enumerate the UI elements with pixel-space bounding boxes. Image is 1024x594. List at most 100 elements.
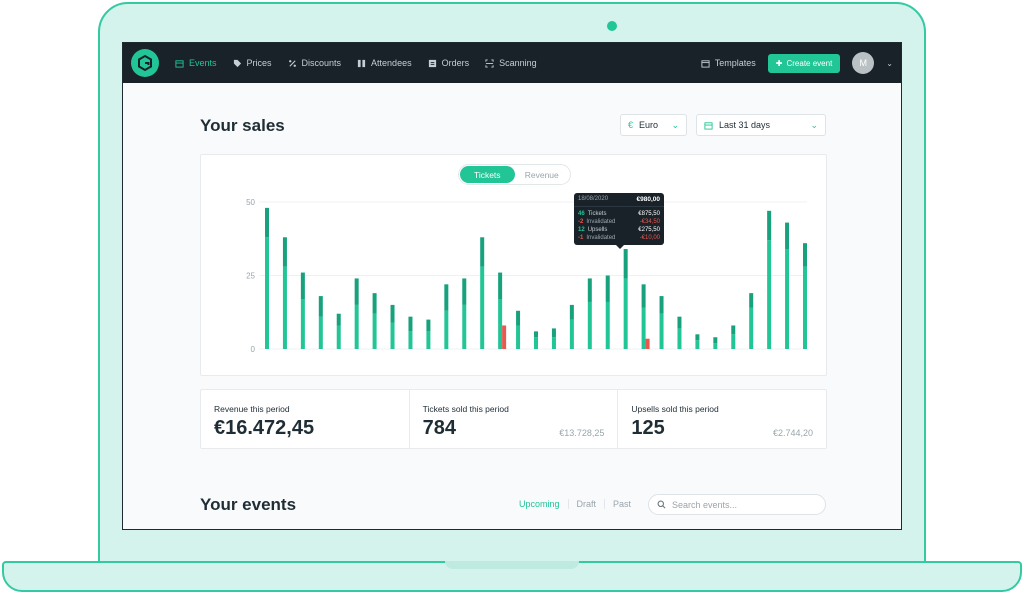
bar-upsells[interactable] (767, 210, 772, 241)
bar-upsells[interactable] (534, 331, 538, 338)
bar-tickets[interactable] (803, 266, 807, 349)
nav-item-orders[interactable]: Orders (428, 58, 470, 68)
templates-link[interactable]: Templates (701, 58, 756, 68)
bar-tickets[interactable] (767, 240, 772, 349)
bar-tickets[interactable] (480, 266, 485, 349)
bar-tickets[interactable] (641, 307, 646, 349)
date-range-select[interactable]: Last 31 days ⌄ (696, 114, 826, 136)
nav-item-prices[interactable]: Prices (233, 58, 272, 68)
search-input[interactable]: Search events... (648, 494, 826, 515)
bar-tickets[interactable] (498, 299, 503, 349)
bar-upsells[interactable] (659, 296, 664, 314)
currency-value: Euro (639, 120, 659, 130)
stat-sub: €2.744,20 (772, 428, 814, 438)
bar-tickets[interactable] (713, 343, 718, 349)
bar-tickets[interactable] (677, 328, 682, 349)
create-event-button[interactable]: ✚ Create event (767, 53, 841, 73)
bar-tickets[interactable] (390, 322, 395, 349)
filter-past[interactable]: Past (613, 499, 632, 509)
bar-upsells[interactable] (623, 249, 628, 279)
bar-tickets[interactable] (587, 301, 592, 349)
bar-tickets[interactable] (534, 337, 538, 349)
bar-tickets[interactable] (408, 331, 413, 349)
bar-upsells[interactable] (731, 325, 736, 335)
bar-upsells[interactable] (587, 278, 592, 302)
bar-upsells[interactable] (300, 272, 305, 300)
bar-tickets[interactable] (336, 325, 341, 349)
bar-tickets[interactable] (731, 334, 736, 349)
bar-tickets[interactable] (785, 249, 790, 349)
nav-item-attendees[interactable]: Attendees (357, 58, 412, 68)
bar-tickets[interactable] (659, 313, 664, 349)
bar-tickets[interactable] (569, 319, 574, 349)
chart-tooltip: 18/08/2020 €980,00 46 Tickets €875,50 -2 I… (574, 193, 664, 249)
filter-upcoming[interactable]: Upcoming (519, 499, 569, 509)
events-title: Your events (200, 495, 297, 514)
bar-invalidated[interactable] (645, 338, 650, 349)
bar-tickets[interactable] (354, 304, 359, 349)
currency-select[interactable]: € Euro ⌄ (620, 114, 687, 136)
percent-icon (288, 59, 296, 67)
bar-upsells[interactable] (265, 207, 269, 238)
bar-upsells[interactable] (516, 310, 521, 326)
bar-tickets[interactable] (300, 299, 305, 349)
bar-tickets[interactable] (551, 337, 556, 349)
avatar[interactable]: M (852, 52, 875, 74)
bar-upsells[interactable] (282, 237, 287, 267)
bar-upsells[interactable] (480, 237, 485, 267)
sales-chart-card: 0 25 50 Tickets Revenue 18/08/2020 €980,00… (200, 154, 827, 376)
tooltip-count: -2 (578, 219, 584, 225)
chevron-down-icon[interactable]: ⌄ (886, 58, 893, 68)
brand-logo[interactable] (131, 49, 159, 77)
bar-tickets[interactable] (605, 301, 610, 349)
filter-draft[interactable]: Draft (569, 499, 606, 509)
bar-upsells[interactable] (390, 304, 395, 323)
bar-tickets[interactable] (623, 278, 628, 349)
bar-upsells[interactable] (318, 296, 323, 317)
plus-icon: ✚ (775, 58, 783, 68)
bar-tickets[interactable] (372, 313, 377, 349)
laptop-notch (445, 561, 579, 569)
bar-upsells[interactable] (354, 278, 359, 305)
bar-tickets[interactable] (265, 237, 269, 349)
nav-item-label: Events (189, 58, 217, 68)
tooltip-header: 18/08/2020 €980,00 (574, 193, 664, 207)
bar-upsells[interactable] (462, 278, 467, 305)
nav-item-label: Orders (441, 58, 470, 68)
nav-item-discounts[interactable]: Discounts (288, 58, 341, 68)
bar-upsells[interactable] (695, 334, 700, 341)
nav-menu: Events Prices Discounts Attendees Orders… (175, 43, 537, 83)
bar-upsells[interactable] (641, 284, 646, 308)
y-tick-label: 25 (246, 272, 255, 281)
bar-tickets[interactable] (695, 340, 700, 349)
nav-item-scanning[interactable]: Scanning (485, 58, 537, 68)
tooltip-row: 12 Upsells €275,50 (574, 226, 664, 234)
nav-item-label: Prices (246, 58, 272, 68)
bar-tickets[interactable] (426, 331, 431, 349)
bar-upsells[interactable] (677, 316, 682, 329)
bar-upsells[interactable] (713, 337, 718, 344)
bar-upsells[interactable] (551, 328, 556, 338)
bar-upsells[interactable] (426, 319, 431, 332)
bar-tickets[interactable] (444, 310, 449, 349)
bar-upsells[interactable] (408, 316, 413, 332)
nav-item-events[interactable]: Events (175, 58, 217, 68)
bar-tickets[interactable] (282, 266, 287, 349)
bar-tickets[interactable] (462, 304, 467, 349)
bar-upsells[interactable] (749, 293, 754, 308)
bar-upsells[interactable] (498, 272, 503, 300)
toggle-revenue[interactable]: Revenue (524, 169, 559, 180)
bar-upsells[interactable] (569, 304, 574, 320)
bar-invalidated[interactable] (502, 325, 507, 349)
bar-upsells[interactable] (785, 222, 790, 250)
toggle-tickets[interactable]: Tickets (460, 166, 515, 183)
bar-tickets[interactable] (749, 307, 754, 349)
bar-tickets[interactable] (318, 316, 323, 349)
top-navbar: Events Prices Discounts Attendees Orders… (123, 43, 901, 83)
bar-upsells[interactable] (605, 275, 610, 302)
bar-tickets[interactable] (516, 325, 521, 349)
bar-upsells[interactable] (444, 284, 449, 311)
bar-upsells[interactable] (803, 243, 807, 267)
bar-upsells[interactable] (372, 293, 377, 314)
bar-upsells[interactable] (336, 313, 341, 326)
